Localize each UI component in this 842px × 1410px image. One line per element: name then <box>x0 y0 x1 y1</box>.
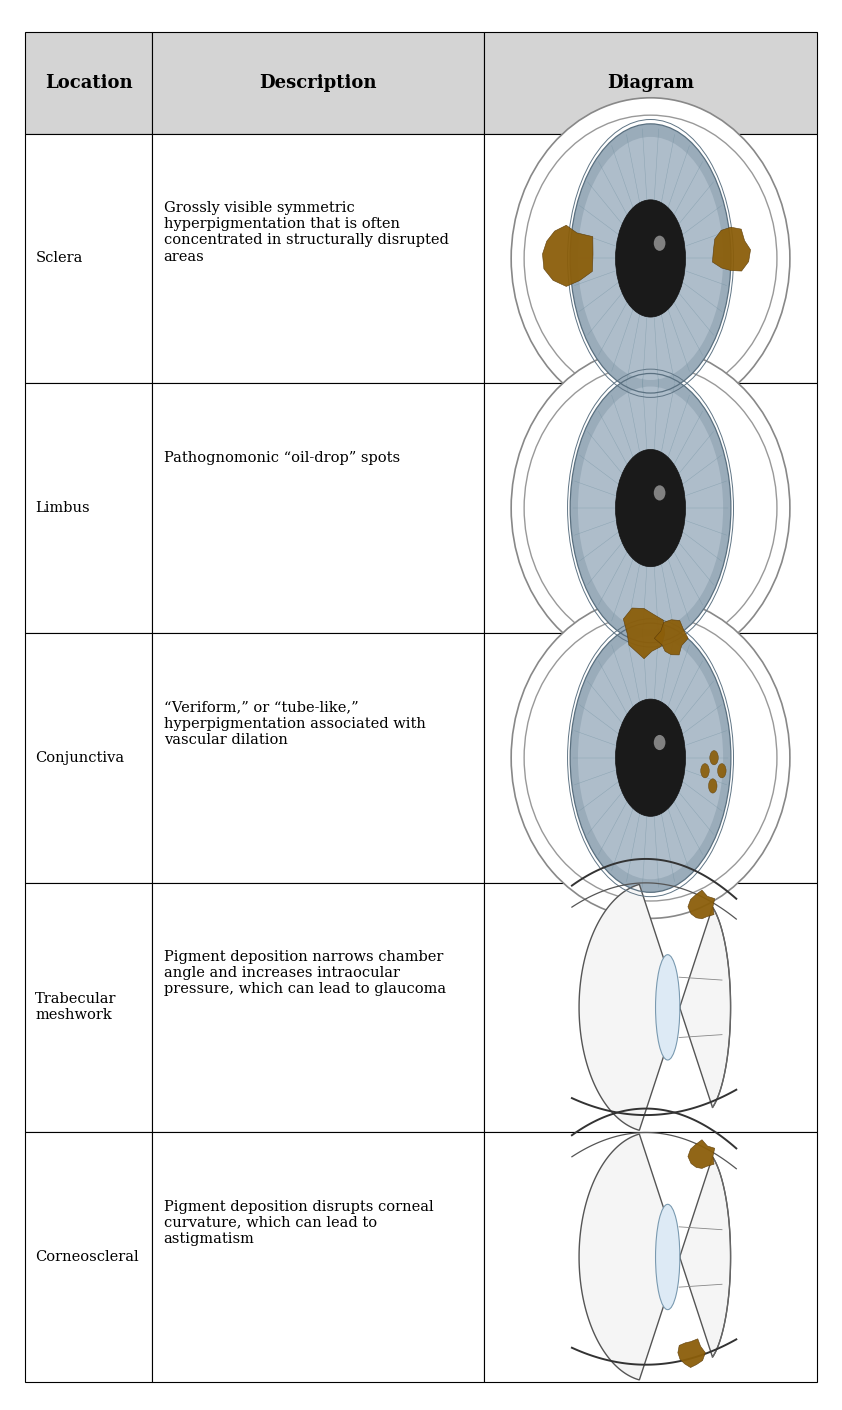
Text: Diagram: Diagram <box>607 75 694 92</box>
Text: Grossly visible symmetric
hyperpigmentation that is often
concentrated in struct: Grossly visible symmetric hyperpigmentat… <box>163 202 449 264</box>
Text: Conjunctiva: Conjunctiva <box>35 750 125 764</box>
Bar <box>152 134 484 384</box>
Bar <box>25 883 152 1132</box>
Ellipse shape <box>511 596 790 918</box>
Circle shape <box>616 200 685 317</box>
Polygon shape <box>579 884 731 1131</box>
Bar <box>484 1132 817 1382</box>
Bar <box>484 883 817 1132</box>
Text: Pigment deposition disrupts corneal
curvature, which can lead to
astigmatism: Pigment deposition disrupts corneal curv… <box>163 1200 434 1246</box>
Bar <box>484 32 817 134</box>
Polygon shape <box>542 226 593 286</box>
Polygon shape <box>579 1134 731 1380</box>
Circle shape <box>710 750 718 764</box>
Ellipse shape <box>656 955 679 1060</box>
Bar <box>25 134 152 384</box>
Ellipse shape <box>511 97 790 419</box>
Polygon shape <box>654 620 688 654</box>
Ellipse shape <box>656 1204 679 1310</box>
Bar <box>25 1132 152 1382</box>
Bar <box>152 1132 484 1382</box>
Bar <box>152 883 484 1132</box>
Circle shape <box>578 636 723 880</box>
Text: Corneoscleral: Corneoscleral <box>35 1251 139 1263</box>
Circle shape <box>570 623 731 893</box>
Bar <box>152 384 484 633</box>
Text: Description: Description <box>259 75 377 92</box>
Bar <box>152 633 484 883</box>
Circle shape <box>701 764 709 778</box>
Text: Pigment deposition narrows chamber
angle and increases intraocular
pressure, whi: Pigment deposition narrows chamber angle… <box>163 950 445 997</box>
Text: Trabecular
meshwork: Trabecular meshwork <box>35 993 117 1022</box>
Text: Pathognomonic “oil-drop” spots: Pathognomonic “oil-drop” spots <box>163 451 400 465</box>
Circle shape <box>570 124 731 393</box>
Circle shape <box>717 764 726 778</box>
Text: Sclera: Sclera <box>35 251 83 265</box>
Ellipse shape <box>653 235 665 251</box>
Bar <box>25 384 152 633</box>
Circle shape <box>578 386 723 630</box>
Polygon shape <box>712 227 750 271</box>
Circle shape <box>616 450 685 567</box>
Polygon shape <box>678 1340 706 1368</box>
Circle shape <box>708 778 717 792</box>
Circle shape <box>570 374 731 643</box>
Circle shape <box>616 699 685 816</box>
Polygon shape <box>623 608 664 658</box>
Text: “Veriform,” or “tube-like,”
hyperpigmentation associated with
vascular dilation: “Veriform,” or “tube-like,” hyperpigment… <box>163 701 425 747</box>
Bar <box>25 32 152 134</box>
Ellipse shape <box>653 735 665 750</box>
Bar <box>25 633 152 883</box>
Bar <box>484 134 817 384</box>
Bar <box>484 633 817 883</box>
Polygon shape <box>688 1139 715 1169</box>
Text: Limbus: Limbus <box>35 501 90 515</box>
Text: Location: Location <box>45 75 132 92</box>
Ellipse shape <box>511 347 790 668</box>
Polygon shape <box>688 890 715 919</box>
Ellipse shape <box>653 485 665 501</box>
Circle shape <box>578 137 723 381</box>
Bar <box>484 384 817 633</box>
Bar <box>152 32 484 134</box>
